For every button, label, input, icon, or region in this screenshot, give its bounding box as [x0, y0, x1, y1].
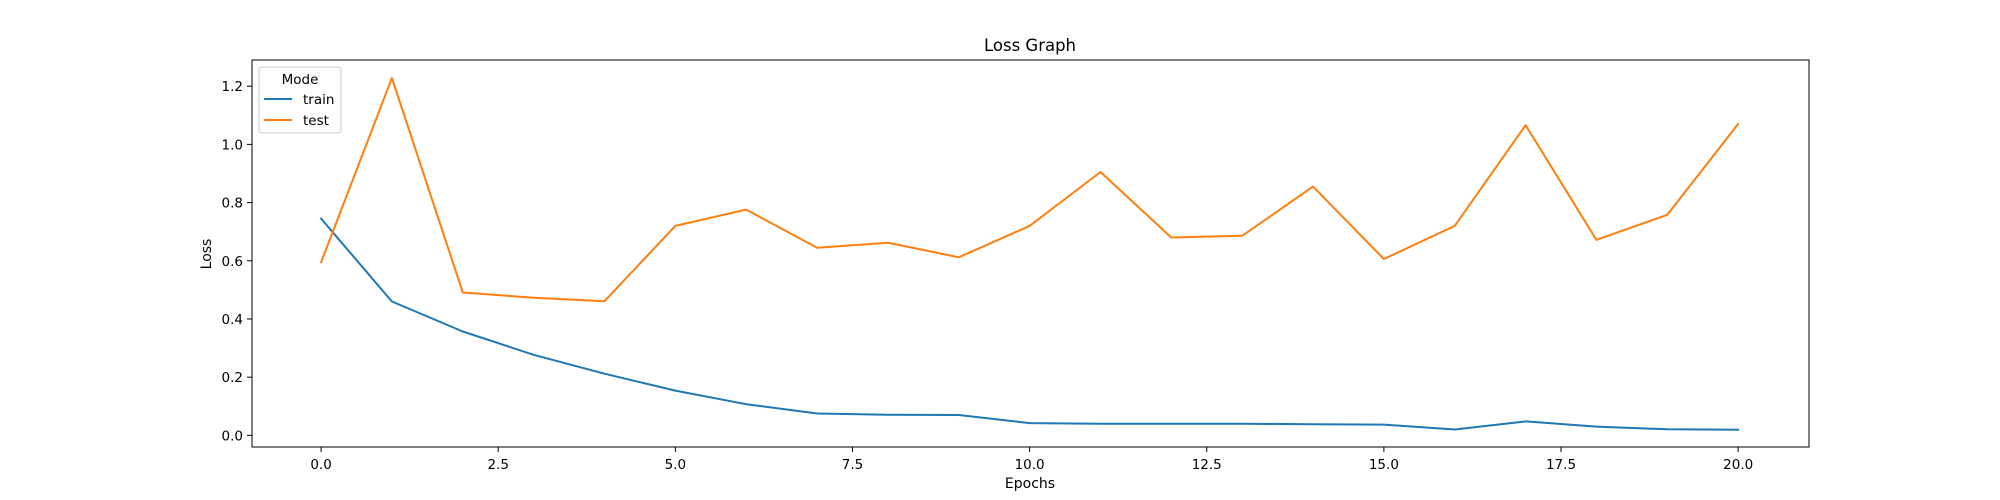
legend-label-train: train: [303, 92, 334, 108]
x-tick-label: 12.5: [1192, 457, 1222, 473]
x-axis: 0.0 2.5 5.0 7.5 10.0 12.5 15.0 17.5 20.0: [310, 447, 1753, 473]
y-tick-label: 1.0: [222, 137, 243, 153]
x-tick-label: 15.0: [1369, 457, 1399, 473]
x-tick-label: 2.5: [487, 457, 508, 473]
y-tick-label: 0.4: [222, 312, 243, 328]
legend-label-test: test: [303, 113, 329, 129]
x-tick-label: 10.0: [1015, 457, 1045, 473]
x-tick-label: 0.0: [310, 457, 331, 473]
y-tick-label: 0.6: [222, 254, 243, 270]
legend: Mode train test: [258, 66, 342, 134]
legend-box: [258, 66, 342, 134]
series-line-train: [319, 217, 1740, 431]
y-tick-label: 0.8: [222, 196, 243, 212]
y-tick-label: 0.2: [222, 370, 243, 386]
y-tick-label: 1.2: [222, 79, 243, 95]
y-tick-label: 0.0: [222, 428, 243, 444]
series-layer: [319, 77, 1740, 431]
x-axis-label: Epochs: [1005, 476, 1055, 492]
x-tick-label: 5.0: [665, 457, 686, 473]
x-tick-label: 7.5: [842, 457, 863, 473]
y-axis: 0.0 0.2 0.4 0.6 0.8 1.0 1.2: [222, 79, 252, 444]
plot-frame: [251, 59, 1810, 448]
legend-title: Mode: [282, 72, 319, 88]
series-line-test: [319, 77, 1740, 303]
chart-title: Loss Graph: [984, 36, 1076, 55]
y-axis-label: Loss: [199, 239, 215, 270]
x-tick-label: 20.0: [1723, 457, 1753, 473]
x-tick-label: 17.5: [1546, 457, 1576, 473]
